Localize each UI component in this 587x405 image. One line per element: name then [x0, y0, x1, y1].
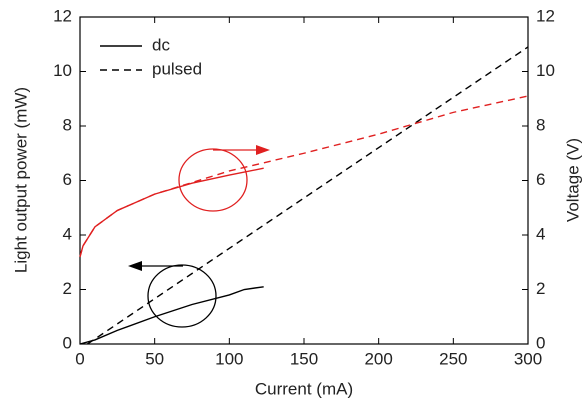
y-tick-label: 4	[63, 224, 72, 243]
y-tick-label: 10	[53, 61, 72, 80]
y-tick-label: 2	[63, 279, 72, 298]
y2-tick-label: 8	[536, 115, 545, 134]
annotation-ellipse	[147, 264, 217, 328]
annotation-ellipse	[178, 148, 248, 212]
y2-tick-label: 4	[536, 224, 545, 243]
x-tick-label: 300	[514, 349, 542, 368]
arrow-head	[128, 261, 142, 271]
data-line	[79, 167, 264, 257]
x-tick-label: 250	[439, 349, 467, 368]
y2-tick-label: 2	[536, 279, 545, 298]
y2-tick-label: 10	[536, 61, 555, 80]
data-line	[87, 46, 529, 345]
arrow-head	[256, 145, 270, 155]
x-tick-label: 100	[215, 349, 243, 368]
plot-frame	[79, 16, 529, 345]
legend-label: pulsed	[152, 59, 202, 78]
y-tick-label: 6	[63, 170, 72, 189]
x-tick-label: 0	[75, 349, 84, 368]
x-tick-label: 200	[364, 349, 392, 368]
legend-label: dc	[152, 35, 170, 54]
y2-tick-label: 6	[536, 170, 545, 189]
y-tick-label: 0	[63, 333, 72, 352]
x-axis-label: Current (mA)	[255, 379, 353, 398]
y-axis-label: Light output power (mW)	[11, 87, 30, 273]
x-tick-label: 150	[290, 349, 318, 368]
y2-axis-label: Voltage (V)	[563, 138, 582, 222]
y-tick-label: 8	[63, 115, 72, 134]
y2-tick-label: 0	[536, 333, 545, 352]
y2-tick-label: 12	[536, 6, 555, 25]
x-tick-label: 50	[145, 349, 164, 368]
data-line	[79, 286, 264, 345]
data-line	[79, 95, 529, 257]
y-tick-label: 12	[53, 6, 72, 25]
